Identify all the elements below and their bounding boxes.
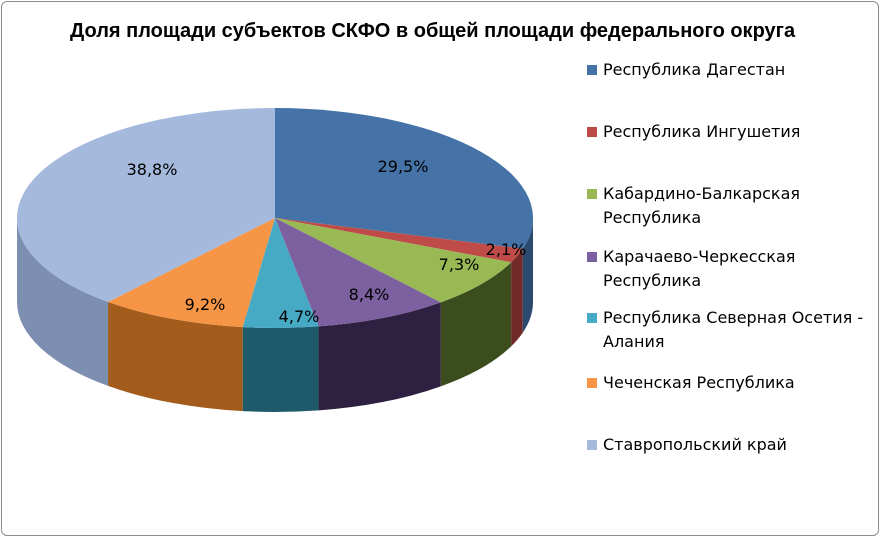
legend-label-2: Кабардино-Балкарская Республика <box>603 184 800 227</box>
pie-slices <box>17 108 533 328</box>
legend-label-5: Чеченская Республика <box>603 373 795 392</box>
legend-swatch-2 <box>587 189 597 199</box>
pie-slice-0 <box>275 108 533 249</box>
legend-label-1: Республика Ингушетия <box>603 122 801 141</box>
legend-label-0: Республика Дагестан <box>603 60 786 79</box>
pie-side-6 <box>17 218 109 386</box>
legend-swatch-3 <box>587 252 597 262</box>
pie-side-0 <box>522 218 533 333</box>
data-label-3: 8,4% <box>349 285 390 304</box>
legend-swatch-6 <box>587 440 597 450</box>
pie-slice-3 <box>275 218 441 327</box>
data-label-2: 7,3% <box>439 255 480 274</box>
data-label-0: 29,5% <box>378 157 429 176</box>
legend-swatch-5 <box>587 378 597 388</box>
legend-swatch-0 <box>587 65 597 75</box>
pie-side-3 <box>318 302 441 411</box>
legend-swatch-4 <box>587 313 597 323</box>
legend-swatch-1 <box>587 127 597 137</box>
pie-slice-2 <box>275 218 512 303</box>
pie-side-2 <box>440 262 512 387</box>
pie-slice-4 <box>242 218 319 328</box>
data-label-1: 2,1% <box>486 240 527 259</box>
data-label-6: 38,8% <box>127 160 178 179</box>
legend-label-3: Карачаево-Черкесская Республика <box>603 247 796 290</box>
pie-slice-6 <box>17 108 275 302</box>
chart-title: Доля площади субъектов СКФО в общей площ… <box>70 20 796 42</box>
legend-label-6: Ставропольский край <box>603 435 787 454</box>
pie-slice-5 <box>108 218 275 328</box>
pie-side-5 <box>108 301 243 412</box>
pie-labels: 29,5% 2,1% 7,3% 8,4% 4,7% 9,2% 38,8% <box>127 157 527 326</box>
pie-side-1 <box>511 248 523 347</box>
data-label-4: 4,7% <box>279 307 320 326</box>
pie-sides <box>17 218 533 412</box>
pie-side-4 <box>242 326 319 412</box>
pie-slice-1 <box>275 218 523 263</box>
data-label-5: 9,2% <box>185 295 226 314</box>
legend-label-4: Республика Северная Осетия - Алания <box>603 308 864 351</box>
